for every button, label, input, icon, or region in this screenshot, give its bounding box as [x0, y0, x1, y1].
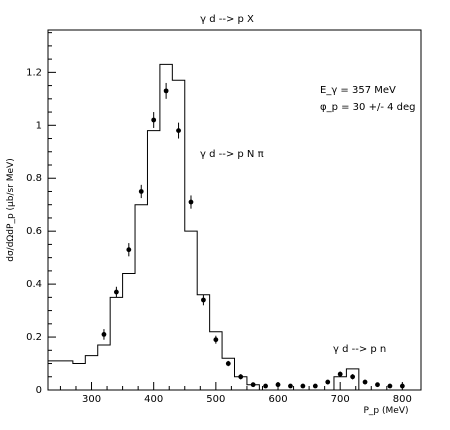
beam-energy-label: E_γ = 357 MeV	[320, 85, 396, 96]
data-point	[275, 382, 281, 388]
data-point	[375, 382, 380, 388]
data-point	[288, 383, 293, 389]
point-marker	[375, 382, 380, 388]
point-marker	[387, 383, 393, 389]
data-points	[101, 82, 405, 389]
point-marker	[275, 382, 281, 388]
y-tick-label: 0	[36, 385, 42, 396]
simulation-histogram-line	[48, 63, 372, 391]
data-point	[399, 383, 405, 389]
point-marker	[126, 247, 132, 253]
plot-frame	[47, 29, 422, 391]
point-marker	[163, 88, 169, 94]
data-point	[263, 383, 268, 389]
data-point	[151, 112, 157, 128]
data-point	[138, 184, 144, 199]
point-marker	[337, 371, 343, 377]
point-marker	[213, 337, 219, 343]
data-point	[101, 329, 107, 340]
y-axis: 0 0.2 0.4 0.6 0.8 1 1.2	[26, 32, 56, 396]
point-marker	[176, 128, 181, 133]
data-point	[250, 382, 256, 388]
data-point	[163, 82, 169, 99]
y-tick-label: 0.4	[26, 279, 42, 290]
point-marker	[300, 383, 306, 389]
data-point	[176, 122, 181, 139]
point-marker	[250, 382, 256, 388]
point-marker	[312, 383, 318, 389]
point-marker	[238, 374, 244, 380]
point-marker	[399, 383, 405, 389]
data-point	[238, 374, 244, 380]
data-point	[113, 286, 119, 298]
x-tick-label: 700	[331, 394, 350, 405]
point-marker	[350, 374, 356, 380]
y-axis-title: dσ/dΩdP_p (μb/sr MeV)	[6, 158, 16, 261]
y-tick-label: 1	[36, 120, 42, 131]
point-marker	[151, 117, 157, 123]
data-point	[213, 335, 219, 344]
x-tick-label: 300	[82, 394, 101, 405]
x-tick-label: 800	[393, 394, 412, 405]
data-point	[362, 379, 368, 385]
angle-label: φ_p = 30 +/- 4 deg	[320, 102, 416, 113]
data-point	[225, 360, 231, 367]
point-marker	[201, 297, 206, 303]
point-marker	[263, 383, 268, 389]
data-point	[126, 243, 132, 257]
point-marker	[362, 379, 368, 385]
data-point	[201, 294, 206, 306]
y-tick-label: 0.6	[26, 226, 42, 237]
y-tick-label: 0.2	[26, 332, 42, 343]
data-point	[312, 383, 318, 389]
x-axis-title: P_p (MeV)	[364, 406, 409, 416]
x-axis: 300 400 500 600 700 800	[59, 382, 412, 405]
x-tick-label: 500	[206, 394, 225, 405]
x-tick-label: 400	[144, 394, 163, 405]
point-marker	[113, 289, 119, 295]
data-point	[300, 383, 306, 389]
x-tick-label: 600	[268, 394, 287, 405]
point-marker	[188, 199, 194, 205]
data-point	[325, 379, 331, 385]
data-point	[350, 374, 356, 380]
point-marker	[101, 332, 107, 337]
point-marker	[325, 379, 331, 385]
y-tick-label: 1.2	[26, 67, 42, 78]
data-point	[387, 383, 393, 389]
point-marker	[288, 383, 293, 389]
chart-title: γ d --> p X	[200, 14, 254, 25]
reaction-label-pnpi: γ d --> p N π	[200, 149, 264, 160]
point-marker	[225, 361, 231, 366]
y-tick-label: 0.8	[26, 173, 42, 184]
point-marker	[138, 189, 144, 194]
reaction-label-pn: γ d --> p n	[333, 344, 386, 355]
data-point	[188, 195, 194, 209]
data-point	[337, 371, 343, 377]
